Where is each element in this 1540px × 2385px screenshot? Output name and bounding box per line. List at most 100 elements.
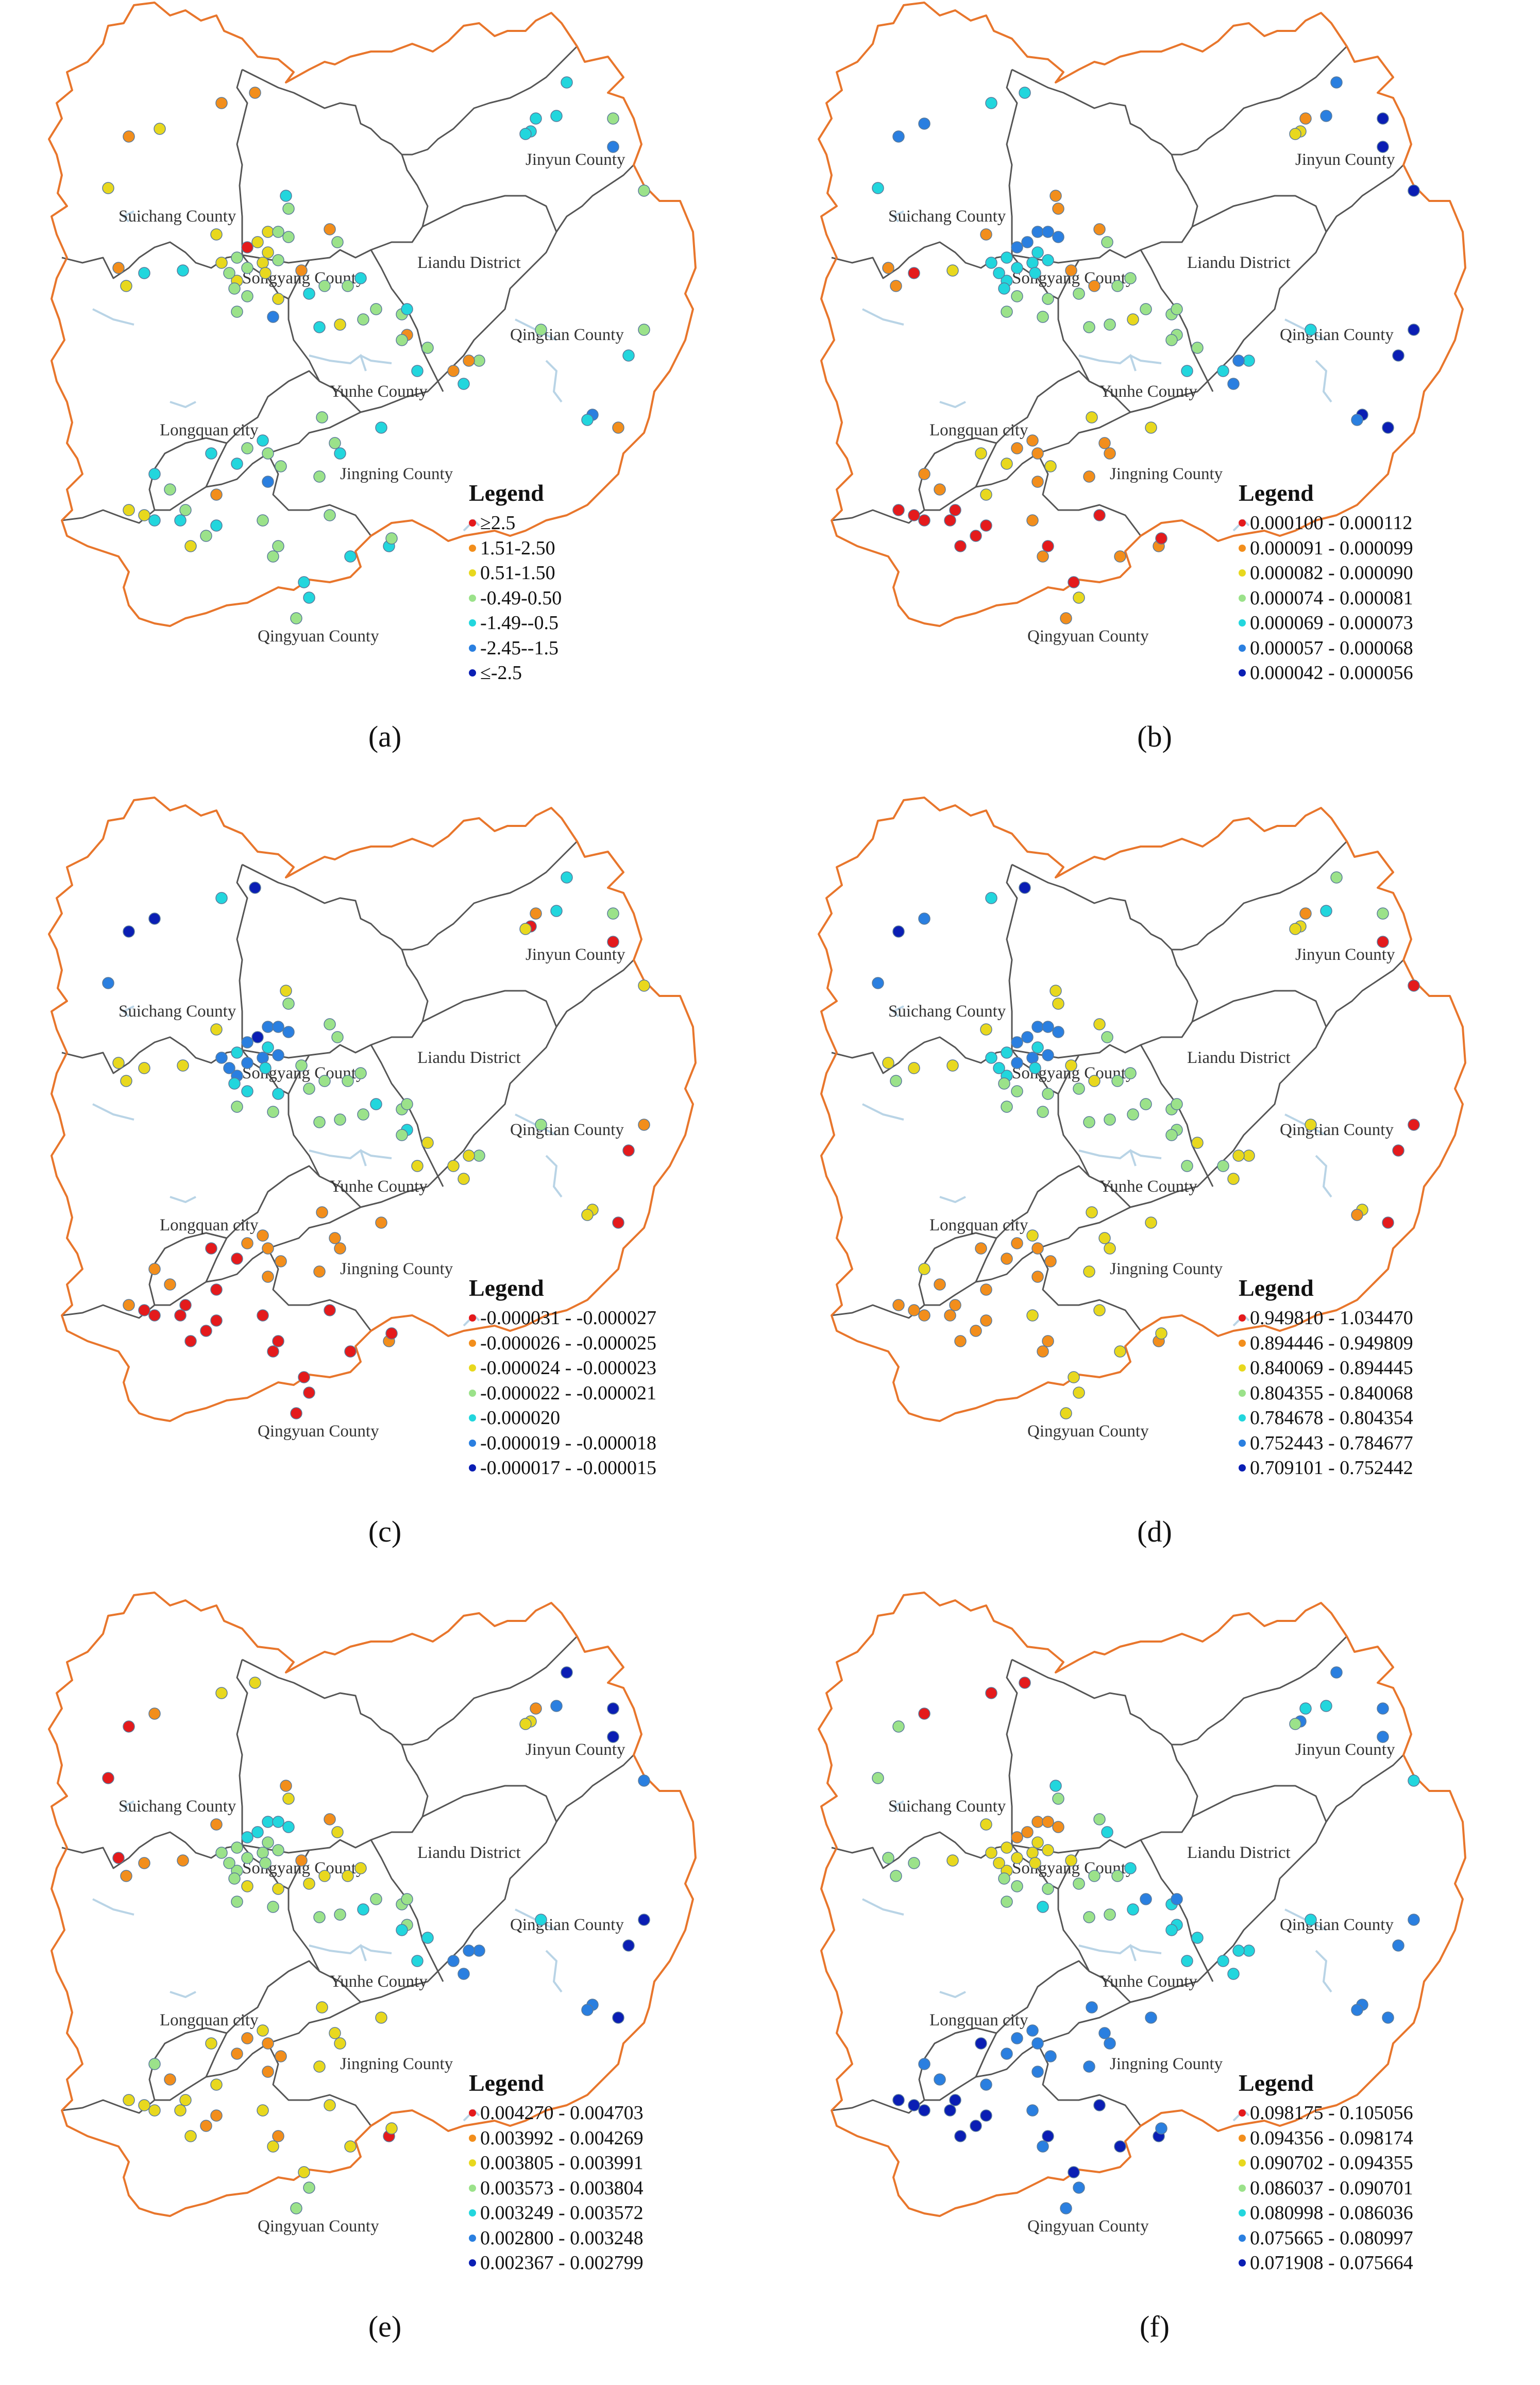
panel-caption: (e) [368, 2310, 402, 2343]
river-line [862, 1103, 904, 1121]
county-boundary [61, 241, 243, 279]
legend-item: 0.003992 - 0.004269 [469, 2126, 644, 2151]
sample-point [1124, 1067, 1137, 1079]
sample-point [980, 1283, 992, 1296]
sample-point [581, 414, 594, 426]
legend-swatch [1239, 2184, 1246, 2192]
sample-point [1042, 1335, 1054, 1347]
sample-point [998, 282, 1010, 295]
sample-point [1037, 1345, 1049, 1358]
legend-swatch [469, 1364, 476, 1372]
sample-point [1037, 550, 1049, 563]
sample-point [1114, 2140, 1126, 2153]
sample-point [275, 460, 287, 472]
sample-point [329, 2027, 341, 2039]
sample-point [1351, 2004, 1363, 2016]
sample-point [970, 1325, 982, 1337]
sample-point [102, 1772, 114, 1784]
sample-point [241, 442, 253, 454]
sample-point [318, 280, 331, 292]
sample-point [612, 1216, 624, 1229]
sample-point [179, 1299, 192, 1311]
sample-point [251, 1031, 264, 1043]
legend-label: 0.752443 - 0.784677 [1250, 1432, 1413, 1454]
sample-point [231, 1896, 243, 1908]
sample-point [1093, 1813, 1106, 1825]
sample-point [1181, 1955, 1193, 1967]
sample-point [872, 977, 884, 989]
sample-point [1031, 226, 1044, 238]
sample-point [231, 1046, 243, 1059]
county-boundary [236, 864, 248, 1050]
sample-point [581, 1209, 594, 1221]
legend-label: 0.709101 - 0.752442 [1250, 1457, 1413, 1479]
sample-point [908, 1304, 920, 1316]
sample-point [164, 2073, 176, 2086]
sample-point [473, 354, 485, 367]
sample-point [295, 1059, 308, 1072]
river-line [309, 1148, 367, 1166]
county-boundary [148, 1232, 227, 1306]
sample-point [1050, 190, 1062, 202]
sample-point [1001, 1253, 1013, 1265]
county-boundary [1057, 260, 1131, 413]
map-legend: Legend ≥2.5 1.51-2.50 0.51-1.50 -0.49-0.50 -… [469, 479, 562, 686]
legend-swatch [1239, 1339, 1246, 1347]
sample-point [1104, 1242, 1116, 1255]
sample-point [1299, 112, 1312, 125]
sample-point [980, 1023, 992, 1036]
sample-point [458, 1173, 470, 1185]
legend-swatch [469, 544, 476, 552]
sample-point [1171, 303, 1183, 315]
sample-point [1026, 2104, 1039, 2117]
sample-point [1093, 1304, 1106, 1316]
sample-point [1191, 1932, 1204, 1944]
sample-point [975, 2037, 987, 2050]
legend-swatch [469, 1389, 476, 1397]
sample-point [120, 1075, 132, 1087]
sample-point [1382, 1216, 1394, 1229]
sample-point [1031, 246, 1044, 259]
region-outline [818, 797, 1466, 1422]
legend-swatch [1239, 1314, 1246, 1322]
sample-point [1392, 349, 1404, 362]
legend-label: -2.45--1.5 [480, 637, 559, 659]
sample-point [1011, 1036, 1023, 1048]
legend-title: Legend [1239, 1275, 1314, 1301]
legend-label: 0.090702 - 0.094355 [1250, 2152, 1413, 2174]
map-panel-c: Jinyun County Suichang County Songyang Cou… [0, 795, 770, 1590]
county-boundary [402, 1635, 578, 1746]
county-boundary [1037, 1248, 1142, 1331]
sample-point [324, 1018, 336, 1030]
sample-point [946, 264, 959, 277]
sample-point [334, 318, 346, 331]
sample-point [882, 1852, 894, 1864]
sample-point [385, 1327, 398, 1340]
river-line [891, 210, 904, 223]
sample-point [918, 514, 930, 527]
sample-point [944, 1309, 956, 1322]
sample-point [257, 2104, 269, 2117]
sample-point [954, 2130, 967, 2142]
sample-point [1011, 442, 1023, 454]
sample-point [324, 509, 336, 521]
sample-point [1351, 414, 1363, 426]
sample-point [1083, 1265, 1095, 1278]
legend-swatch [1239, 1464, 1246, 1472]
sample-point [257, 1847, 269, 1859]
legend-label: 0.094356 - 0.098174 [1250, 2127, 1413, 2149]
sample-point [1155, 2122, 1167, 2135]
sample-point [123, 1720, 135, 1733]
county-boundary [370, 1044, 444, 1187]
county-boundary [1192, 195, 1327, 232]
sample-point [249, 882, 261, 894]
county-boundary [975, 370, 1090, 487]
river-line [939, 1991, 966, 1999]
county-label: Longquan city [160, 1216, 259, 1234]
sample-point [882, 262, 894, 274]
river-line [1315, 1950, 1332, 1993]
sample-point [290, 612, 302, 624]
sample-point [231, 2048, 243, 2060]
sample-point [148, 468, 161, 480]
county-label: Longquan city [160, 421, 259, 439]
